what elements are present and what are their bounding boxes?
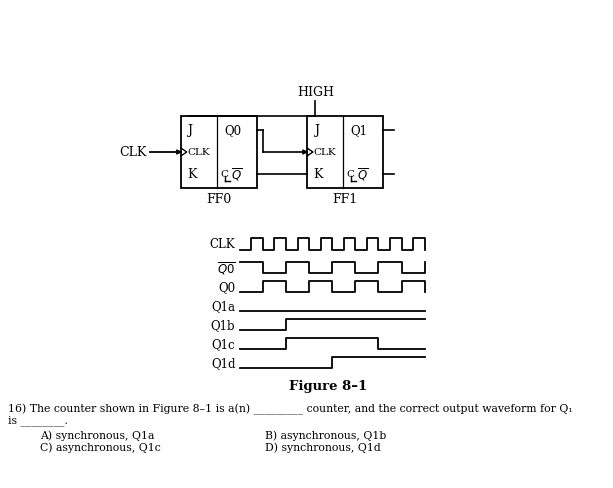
Text: FF1: FF1 bbox=[332, 193, 357, 206]
Text: HIGH: HIGH bbox=[297, 86, 334, 99]
Text: J: J bbox=[314, 124, 319, 137]
Text: B) asynchronous, Q1b: B) asynchronous, Q1b bbox=[265, 430, 386, 440]
Text: Q0: Q0 bbox=[218, 281, 235, 294]
Text: 16) The counter shown in Figure 8–1 is a(n) _________ counter, and the correct o: 16) The counter shown in Figure 8–1 is a… bbox=[9, 403, 573, 414]
Text: $\overline{Q}$: $\overline{Q}$ bbox=[231, 166, 243, 183]
Polygon shape bbox=[177, 151, 181, 155]
Text: is ________.: is ________. bbox=[9, 415, 68, 426]
Text: D) synchronous, Q1d: D) synchronous, Q1d bbox=[265, 442, 381, 452]
Text: K: K bbox=[188, 168, 197, 181]
Text: CLK: CLK bbox=[119, 146, 147, 159]
Text: Figure 8–1: Figure 8–1 bbox=[289, 380, 367, 393]
Text: $\overline{Q}$: $\overline{Q}$ bbox=[357, 166, 368, 183]
Text: CLK: CLK bbox=[314, 148, 337, 157]
Text: Q1b: Q1b bbox=[211, 319, 235, 332]
Text: CLK: CLK bbox=[188, 148, 210, 157]
Bar bbox=[181, 117, 256, 189]
Text: Q1d: Q1d bbox=[211, 357, 235, 370]
Text: $\overline{Q0}$: $\overline{Q0}$ bbox=[217, 260, 235, 277]
Polygon shape bbox=[303, 151, 307, 155]
Text: C) asynchronous, Q1c: C) asynchronous, Q1c bbox=[40, 442, 161, 452]
Text: J: J bbox=[188, 124, 192, 137]
Text: Q1c: Q1c bbox=[212, 338, 235, 351]
Text: C: C bbox=[346, 170, 354, 179]
Text: Q1a: Q1a bbox=[211, 300, 235, 313]
Bar bbox=[307, 117, 383, 189]
Text: Q0: Q0 bbox=[224, 124, 242, 137]
Text: FF0: FF0 bbox=[206, 193, 231, 206]
Text: CLK: CLK bbox=[210, 238, 235, 251]
Text: C: C bbox=[220, 170, 229, 179]
Text: A) synchronous, Q1a: A) synchronous, Q1a bbox=[40, 430, 154, 440]
Text: Q1: Q1 bbox=[351, 124, 368, 137]
Text: K: K bbox=[314, 168, 323, 181]
